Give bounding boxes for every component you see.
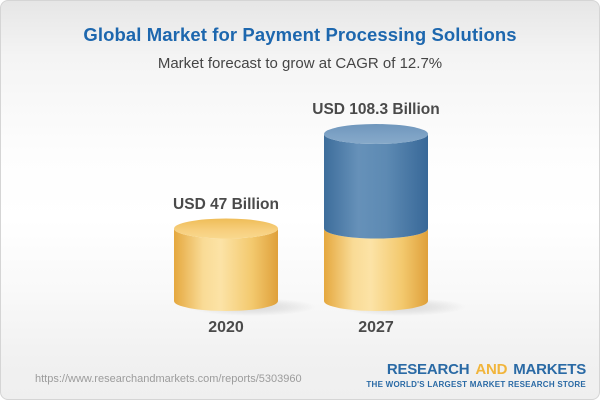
value-label-2027: USD 108.3 Billion: [312, 101, 440, 118]
logo-tagline: THE WORLD'S LARGEST MARKET RESEARCH STOR…: [366, 380, 586, 389]
logo-word-research: RESEARCH: [386, 361, 470, 378]
chart-subtitle: Market forecast to grow at CAGR of 12.7%: [157, 55, 443, 72]
logo-word-and: AND: [475, 361, 508, 378]
research-and-markets-logo: RESEARCH AND MARKETS THE WORLD'S LARGEST…: [366, 361, 586, 389]
value-label-2020: USD 47 Billion: [173, 195, 279, 213]
logo-wordmark: RESEARCH AND MARKETS: [366, 361, 586, 378]
category-label-2027: 2027: [358, 319, 394, 336]
logo-word-markets: MARKETS: [513, 361, 586, 378]
cylinder-bars: [174, 124, 466, 316]
report-url: https://www.researchandmarkets.com/repor…: [35, 373, 302, 385]
category-label-2020: 2020: [208, 319, 244, 336]
chart-title: Global Market for Payment Processing Sol…: [83, 24, 517, 45]
